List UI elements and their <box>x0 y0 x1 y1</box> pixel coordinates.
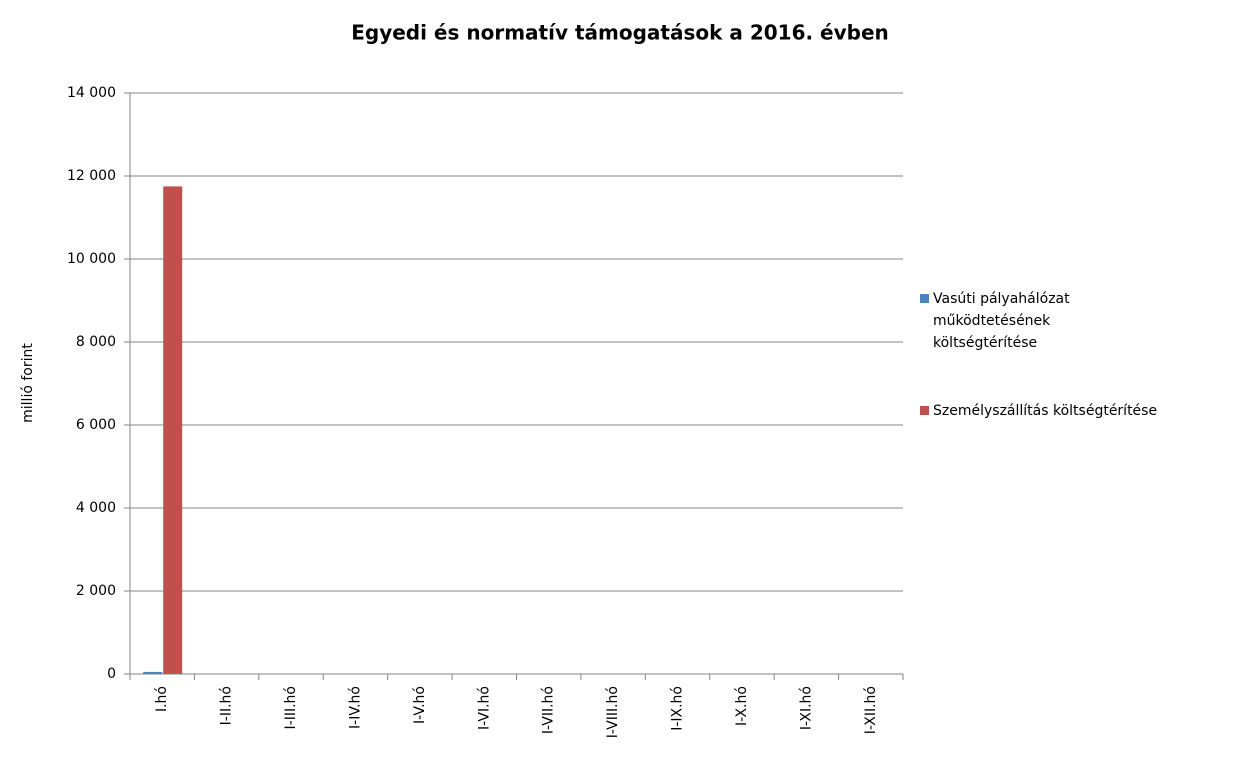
x-tick-label: I-XI.hó <box>798 686 814 730</box>
x-tick-label: I-IX.hó <box>670 686 686 731</box>
x-tick-label: I-VII.hó <box>541 686 557 734</box>
legend-entry: Személyszállítás költségtérítése <box>920 400 1240 422</box>
bar <box>163 186 183 674</box>
y-tick-label: 2 000 <box>76 583 116 599</box>
x-tick-label: I-VI.hó <box>476 686 492 730</box>
x-tick-label: I-IV.hó <box>347 686 363 729</box>
x-tick-label: I.hó <box>154 686 170 712</box>
x-tick-label: I-X.hó <box>734 686 750 726</box>
y-tick-label: 10 000 <box>67 251 116 267</box>
x-tick-label: I-V.hó <box>412 686 428 724</box>
y-tick-label: 8 000 <box>76 334 116 350</box>
bar <box>143 671 163 674</box>
x-tick-label: I-II.hó <box>219 686 235 725</box>
y-tick-label: 14 000 <box>67 85 116 101</box>
legend-entry: Vasúti pályahálózat működtetésének költs… <box>920 288 1240 354</box>
chart-title: Egyedi és normatív támogatások a 2016. é… <box>351 21 889 45</box>
legend-label: Vasúti pályahálózat működtetésének költs… <box>933 291 1070 351</box>
x-tick-label: I-XII.hó <box>863 686 879 734</box>
y-axis-label: millió forint <box>20 343 36 423</box>
y-tick-label: 6 000 <box>76 417 116 433</box>
legend-swatch <box>920 406 929 415</box>
y-tick-label: 12 000 <box>67 168 116 184</box>
legend-label: Személyszállítás költségtérítése <box>933 403 1158 419</box>
y-tick-label: 0 <box>107 666 116 682</box>
x-tick-label: I-III.hó <box>283 686 299 729</box>
y-tick-label: 4 000 <box>76 500 116 516</box>
legend-swatch <box>920 294 929 303</box>
x-tick-label: I-VIII.hó <box>605 686 621 738</box>
